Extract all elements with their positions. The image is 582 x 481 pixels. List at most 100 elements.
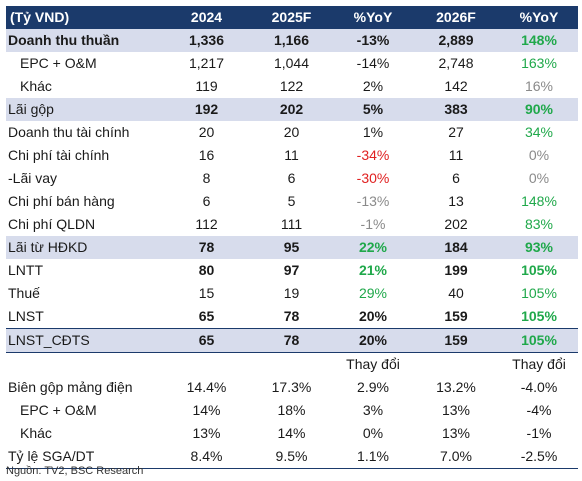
- row-label: Chi phí QLDN: [8, 216, 96, 232]
- cell-2024: 1,217: [188, 55, 225, 71]
- cell-2025f: 78: [249, 305, 334, 329]
- cell-2025f: 17.3%: [271, 379, 312, 395]
- cell-2025f: 5: [287, 193, 296, 209]
- cell-2024: 112: [195, 216, 218, 232]
- row-label: Doanh thu tài chính: [8, 124, 130, 140]
- ratio-row-bien-gop: Biên gộp mảng điện 14.4% 17.3% 2.9% 13.2…: [6, 376, 578, 399]
- row-thue: Thuế 15 19 29% 40 105%: [6, 282, 578, 305]
- cell-change-2025: 2.9%: [357, 379, 389, 395]
- cell-2026f: 2,889: [412, 29, 500, 52]
- cell-2025f: 1,044: [273, 55, 310, 71]
- row-label: Biên gộp mảng điện: [8, 379, 133, 395]
- cell-2026f: 13%: [441, 402, 471, 418]
- cell-2025f: 11: [284, 147, 299, 163]
- cell-2024: 16: [198, 147, 215, 163]
- cell-2026f: 202: [444, 216, 468, 232]
- row-label: LNST: [6, 305, 164, 329]
- table-header-row: (Tỷ VND) 2024 2025F %YoY 2026F %YoY: [6, 6, 578, 29]
- header-2026f: 2026F: [412, 6, 500, 29]
- row-khac: Khác 119 122 2% 142 16%: [6, 75, 578, 98]
- subheader-blank: [249, 353, 334, 377]
- cell-yoy-2026: 34%: [524, 124, 554, 140]
- row-label: Khác: [20, 425, 52, 441]
- cell-2026f: 199: [444, 262, 468, 278]
- cell-change-2025: 1.1%: [334, 445, 412, 469]
- forecast-table: (Tỷ VND) 2024 2025F %YoY 2026F %YoY Doan…: [6, 6, 578, 469]
- row-label: EPC + O&M: [20, 402, 97, 418]
- cell-2026f: 27: [448, 124, 464, 140]
- cell-yoy-2026: 105%: [500, 328, 578, 353]
- cell-2025f: 19: [283, 285, 300, 301]
- cell-2026f: 13.2%: [436, 379, 476, 395]
- cell-2026f: 142: [444, 78, 468, 94]
- subheader-blank: [6, 353, 164, 377]
- subheader-thay-doi-2026: Thay đổi: [512, 356, 566, 372]
- row-label: Tỷ lệ SGA/DT: [6, 445, 164, 469]
- cell-2024: 1,336: [164, 29, 249, 52]
- cell-yoy-2025: 29%: [358, 285, 388, 301]
- cell-yoy-2025: -1%: [360, 216, 386, 232]
- row-lnst: LNST 65 78 20% 159 105%: [6, 305, 578, 329]
- row-lai-tu-hdkd: Lãi từ HĐKD 78 95 22% 184 93%: [6, 236, 578, 259]
- cell-yoy-2025: 5%: [334, 98, 412, 121]
- cell-2025f: 97: [283, 262, 300, 278]
- cell-yoy-2025: 21%: [358, 262, 388, 278]
- cell-2026f: 40: [448, 285, 464, 301]
- row-label: Khác: [20, 78, 52, 94]
- cell-2025f: 95: [249, 236, 334, 259]
- row-label: Chi phí bán hàng: [8, 193, 115, 209]
- cell-2024: 65: [164, 328, 249, 353]
- cell-yoy-2026: 0%: [528, 170, 550, 186]
- row-chi-phi-qldn: Chi phí QLDN 112 111 -1% 202 83%: [6, 213, 578, 236]
- cell-2025f: 9.5%: [249, 445, 334, 469]
- cell-yoy-2026: 0%: [528, 147, 550, 163]
- cell-2026f: 159: [412, 305, 500, 329]
- row-label: Lãi gộp: [6, 98, 164, 121]
- cell-yoy-2026: 90%: [500, 98, 578, 121]
- row-label: Lãi từ HĐKD: [6, 236, 164, 259]
- cell-yoy-2025: -13%: [334, 29, 412, 52]
- cell-yoy-2025: -30%: [356, 170, 390, 186]
- cell-2024: 78: [164, 236, 249, 259]
- cell-yoy-2025: 20%: [334, 305, 412, 329]
- cell-2026f: 13%: [441, 425, 471, 441]
- cell-2024: 192: [164, 98, 249, 121]
- cell-2026f: 13: [448, 193, 464, 209]
- cell-2026f: 7.0%: [412, 445, 500, 469]
- ratio-row-sga: Tỷ lệ SGA/DT 8.4% 9.5% 1.1% 7.0% -2.5%: [6, 445, 578, 469]
- row-label: LNST_CĐTS: [6, 328, 164, 353]
- financial-forecast-table: (Tỷ VND) 2024 2025F %YoY 2026F %YoY Doan…: [6, 6, 578, 469]
- row-chi-phi-tai-chinh: Chi phí tài chính 16 11 -34% 11 0%: [6, 144, 578, 167]
- row-lntt: LNTT 80 97 21% 199 105%: [6, 259, 578, 282]
- row-label: LNTT: [8, 262, 43, 278]
- cell-2026f: 2,748: [438, 55, 474, 71]
- cell-2024: 14%: [192, 402, 221, 418]
- header-unit: (Tỷ VND): [6, 6, 164, 29]
- cell-yoy-2025: 1%: [362, 124, 384, 140]
- row-lnst-cdts: LNST_CĐTS 65 78 20% 159 105%: [6, 328, 578, 353]
- cell-change-2026: -2.5%: [500, 445, 578, 469]
- cell-2026f: 159: [412, 328, 500, 353]
- ratio-subheader-row: Thay đổi Thay đổi: [6, 353, 578, 377]
- cell-2024: 6: [202, 193, 211, 209]
- cell-2026f: 6: [452, 170, 460, 186]
- cell-2025f: 122: [279, 78, 304, 94]
- row-chi-phi-ban-hang: Chi phí bán hàng 6 5 -13% 13 148%: [6, 190, 578, 213]
- subheader-thay-doi-2025: Thay đổi: [346, 356, 400, 372]
- cell-yoy-2025: 22%: [334, 236, 412, 259]
- cell-change-2026: -4.0%: [520, 379, 558, 395]
- cell-yoy-2025: -13%: [356, 193, 390, 209]
- cell-yoy-2026: 105%: [521, 262, 557, 278]
- cell-yoy-2026: 105%: [500, 305, 578, 329]
- cell-2025f: 20: [283, 124, 300, 140]
- row-label: EPC + O&M: [20, 55, 97, 71]
- row-lai-gop: Lãi gộp 192 202 5% 383 90%: [6, 98, 578, 121]
- cell-yoy-2026: 16%: [524, 78, 554, 94]
- cell-2024: 119: [195, 78, 218, 94]
- cell-yoy-2026: 83%: [524, 216, 554, 232]
- cell-2024: 20: [198, 124, 215, 140]
- cell-2025f: 202: [249, 98, 334, 121]
- row-label: Thuế: [8, 285, 40, 301]
- cell-yoy-2025: 20%: [334, 328, 412, 353]
- row-doanh-thu-tai-chinh: Doanh thu tài chính 20 20 1% 27 34%: [6, 121, 578, 144]
